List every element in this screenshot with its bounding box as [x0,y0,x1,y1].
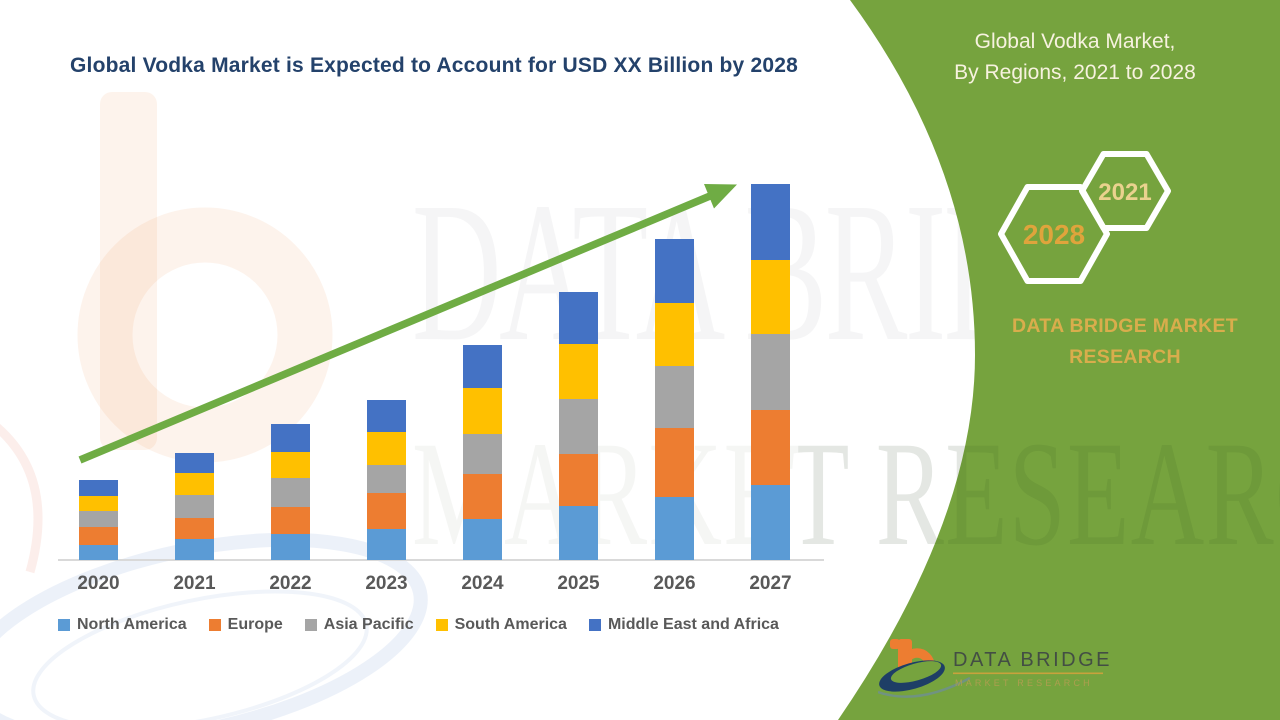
bar-segment-europe [463,474,502,519]
bar-segment-asia-pacific [751,334,790,410]
legend-swatch-middle-east-and-africa [588,619,601,631]
panel-heading-line1: Global Vodka Market, [974,30,1176,53]
bar-segment-asia-pacific [79,511,118,527]
panel-heading: Global Vodka Market, By Regions, 2021 to… [935,26,1215,88]
legend-label-middle-east-and-africa: Middle East and Africa [607,616,779,633]
chart-title: Global Vodka Market is Expected to Accou… [70,54,798,77]
logo-tagline-text: MARKET RESEARCH [955,678,1093,688]
x-axis-label-2021: 2021 [173,573,216,594]
bar-segment-asia-pacific [175,495,214,518]
bar-segment-north-america [655,497,694,560]
brand-caption: DATA BRIDGE MARKET RESEARCH [1011,315,1239,368]
hexagon-front-year-label: 2021 [1098,179,1151,206]
x-axis-label-2023: 2023 [365,573,408,594]
legend-swatch-south-america [435,619,448,631]
bar-segment-europe [79,527,118,545]
x-axis-label-2027: 2027 [749,573,792,594]
legend-item-south-america: South America [435,616,567,634]
bar-segment-south-america [175,473,214,495]
bar-segment-north-america [271,534,310,560]
x-axis-label-2020: 2020 [77,573,120,594]
bar-segment-asia-pacific [367,465,406,493]
legend-item-middle-east-and-africa: Middle East and Africa [588,616,779,634]
bar-2020 [79,480,118,560]
legend-item-asia-pacific: Asia Pacific [304,616,414,634]
legend-label-north-america: North America [77,616,187,633]
bar-2027 [751,184,790,560]
logo-gold-rule [953,672,1103,675]
hexagon-back-year-label: 2028 [1023,219,1085,250]
data-bridge-logo: DATA BRIDGE MARKET RESEARCH [878,639,1112,698]
year-hexagons: 2028 2021 [998,151,1171,284]
bar-segment-middle-east-and-africa [751,184,790,260]
panel-heading-line2: By Regions, 2021 to 2028 [954,61,1196,84]
legend-item-north-america: North America [58,616,187,634]
bar-segment-north-america [463,519,502,560]
x-axis-label-2026: 2026 [653,573,696,594]
bar-segment-north-america [175,539,214,560]
legend-label-europe: Europe [227,616,283,633]
bar-segment-europe [367,493,406,529]
legend-swatch-asia-pacific [304,619,317,631]
chart-legend: North America Europe Asia Pacific South Ame… [58,616,779,634]
bar-segment-europe [751,410,790,485]
x-axis-label-2024: 2024 [461,573,504,594]
logo-name-text: DATA BRIDGE [953,649,1112,671]
bar-segment-europe [271,507,310,534]
bar-segment-north-america [559,506,598,560]
bar-segment-asia-pacific [271,478,310,507]
legend-swatch-europe [208,619,221,631]
bar-segment-north-america [367,529,406,560]
legend-label-south-america: South America [454,616,567,633]
bar-segment-south-america [751,260,790,334]
legend-item-europe: Europe [208,616,283,634]
bar-segment-north-america [751,485,790,560]
x-axis-label-2022: 2022 [269,573,312,594]
legend-swatch-north-america [58,619,70,631]
bar-segment-south-america [79,496,118,511]
legend-label-asia-pacific: Asia Pacific [323,616,414,633]
bar-segment-middle-east-and-africa [79,480,118,496]
bar-segment-europe [175,518,214,539]
x-axis-line [58,559,824,561]
x-axis-label-2025: 2025 [557,573,600,594]
bar-segment-north-america [79,545,118,560]
